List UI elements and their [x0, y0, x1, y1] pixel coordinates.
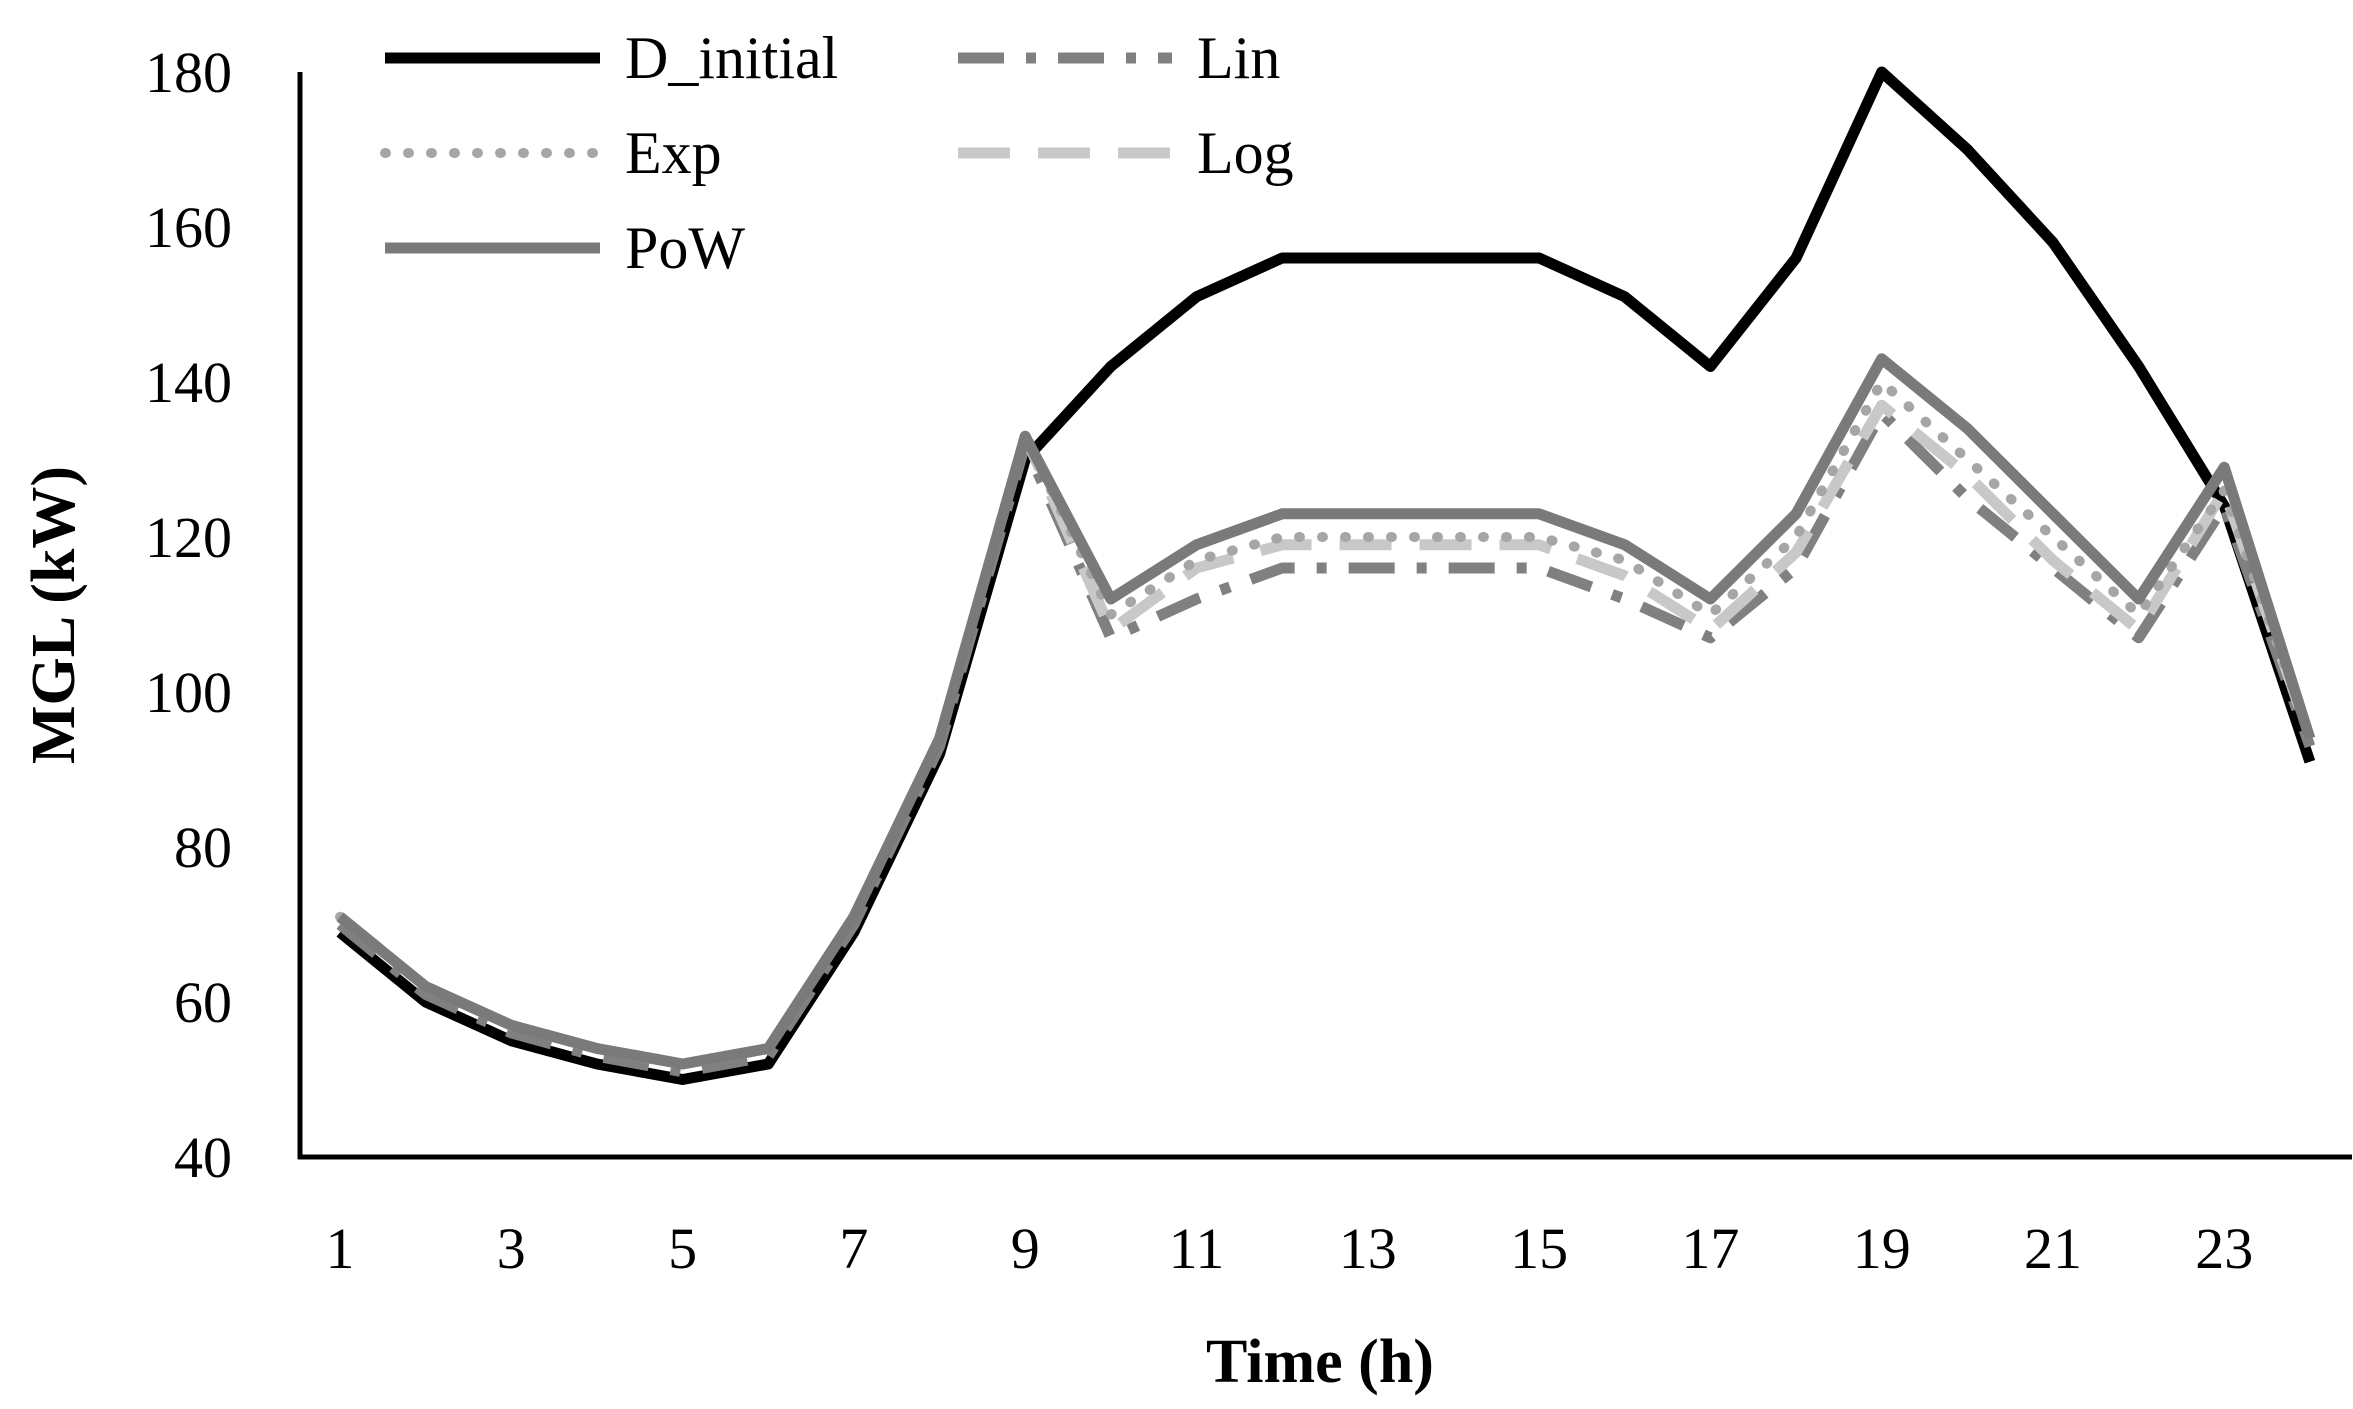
x-tick-label: 3	[497, 1216, 526, 1281]
legend-label-lin: Lin	[1197, 25, 1280, 91]
legend-label-pow: PoW	[625, 215, 745, 281]
y-tick-label: 100	[145, 660, 232, 725]
x-axis-title: Time (h)	[1206, 1328, 1434, 1396]
y-tick-label: 120	[145, 505, 232, 570]
y-tick-label: 60	[174, 970, 232, 1035]
series-line-exp	[335, 377, 2315, 1069]
y-axis-title: MGL (kW)	[20, 466, 88, 764]
legend-label-d-initial: D_initial	[625, 25, 838, 91]
x-tick-label: 17	[1681, 1216, 1739, 1281]
y-tick-label: 140	[145, 350, 232, 415]
x-tick-label: 19	[1853, 1216, 1911, 1281]
x-tick-label: 15	[1510, 1216, 1568, 1281]
legend-label-exp: Exp	[625, 120, 722, 186]
series-line-lin	[336, 407, 2316, 1078]
x-tick-label: 7	[839, 1216, 868, 1281]
legend-label-log: Log	[1197, 120, 1294, 186]
x-tick-label: 21	[2024, 1216, 2082, 1281]
y-tick-label: 180	[145, 40, 232, 105]
x-tick-label: 1	[326, 1216, 355, 1281]
series-line-d-initial	[336, 66, 2316, 1085]
series-line-log	[336, 399, 2316, 1070]
legend: D_initial Lin Exp Log PoW	[380, 25, 1294, 281]
y-tick-label: 80	[174, 815, 232, 880]
x-tick-label: 5	[668, 1216, 697, 1281]
y-tick-label: 40	[174, 1125, 232, 1190]
x-tick-label: 9	[1011, 1216, 1040, 1281]
x-tick-label: 13	[1339, 1216, 1397, 1281]
x-tick-label: 23	[2195, 1216, 2253, 1281]
x-tick-label: 11	[1169, 1216, 1225, 1281]
y-tick-label: 160	[145, 195, 232, 260]
series-lines	[335, 66, 2316, 1085]
series-line-pow	[336, 353, 2316, 1070]
